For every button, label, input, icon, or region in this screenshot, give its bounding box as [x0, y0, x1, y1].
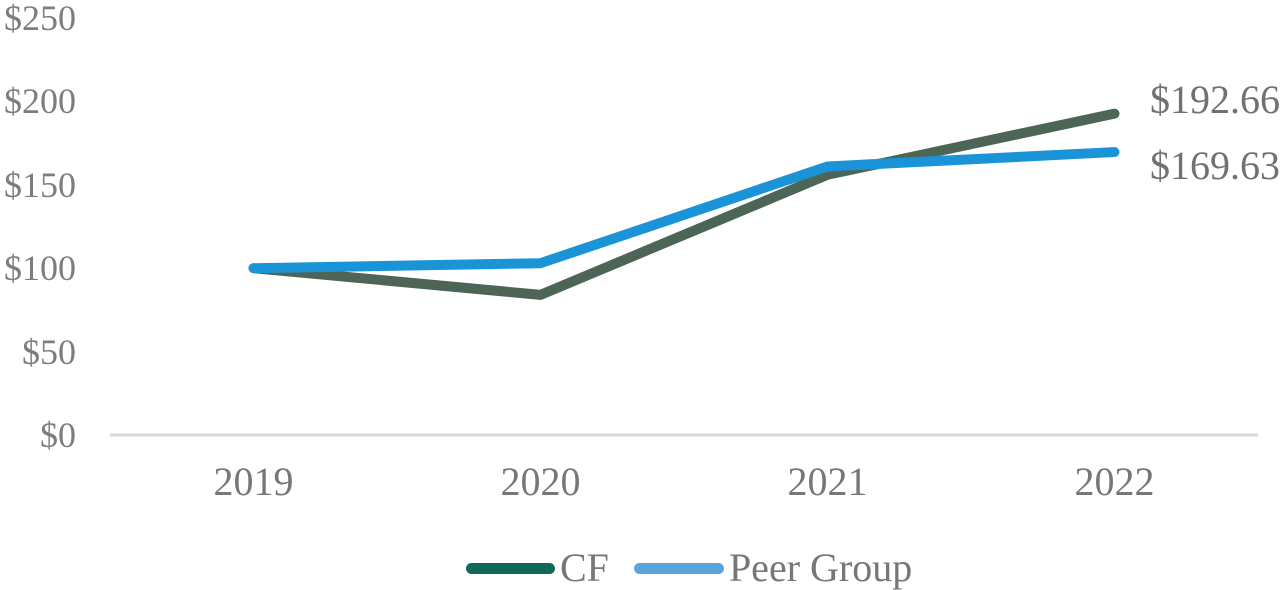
y-tick-label: $200	[4, 81, 76, 122]
legend-label-cf: CF	[560, 545, 609, 590]
y-tick-label: $100	[4, 248, 76, 289]
y-tick-label: $150	[4, 164, 76, 205]
y-tick-label: $250	[4, 0, 76, 38]
legend-swatch-cf	[466, 562, 555, 574]
legend: CF Peer Group	[466, 546, 912, 590]
y-tick-label: $50	[22, 331, 76, 372]
x-tick-label: 2021	[787, 459, 868, 504]
x-tick-label: 2019	[213, 459, 294, 504]
data-label-peer-group: $169.63	[1150, 143, 1280, 189]
x-tick-label: 2020	[500, 459, 581, 504]
series-line-cf	[248, 108, 1120, 300]
y-tick-label: $0	[40, 415, 76, 455]
legend-label-peer-group: Peer Group	[728, 545, 913, 590]
legend-swatch-peer-group	[633, 562, 724, 574]
data-label-cf: $192.66	[1150, 76, 1280, 122]
series-line-peer-group	[248, 147, 1120, 274]
x-tick-label: 2022	[1074, 459, 1155, 504]
